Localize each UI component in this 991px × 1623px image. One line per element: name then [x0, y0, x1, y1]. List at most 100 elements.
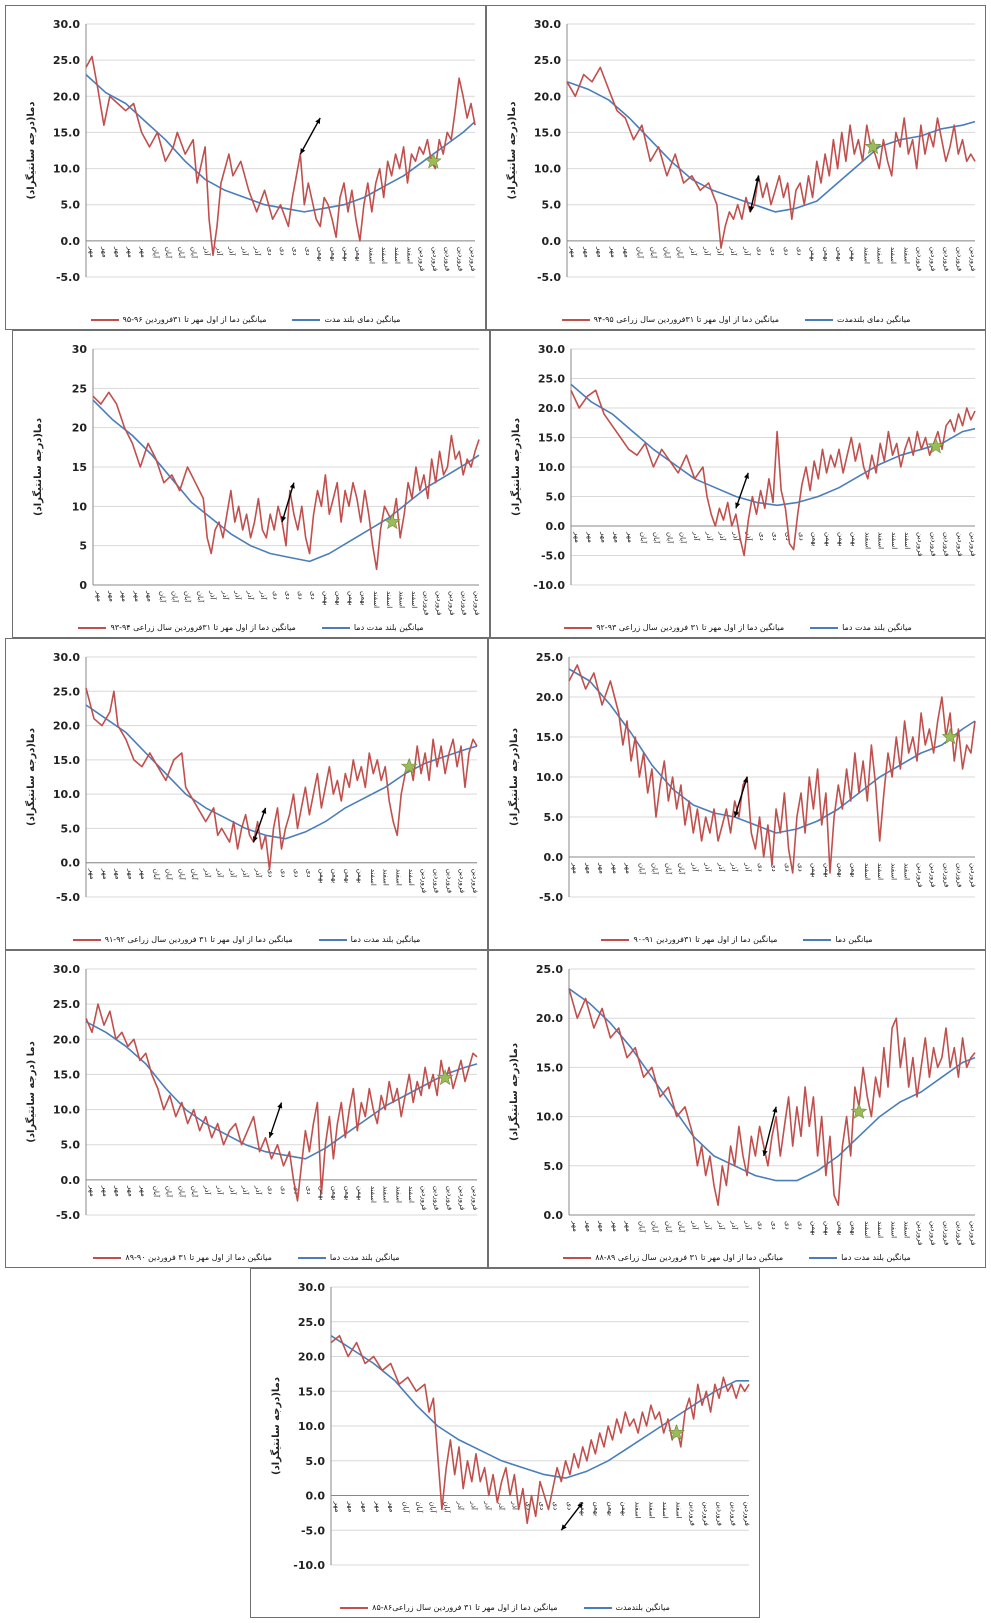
- x-tick-label: مهر: [145, 590, 153, 602]
- legend-swatch: [78, 627, 106, 629]
- x-tick-label: دی: [552, 1502, 560, 1511]
- x-tick-label: فروردین: [942, 1221, 950, 1245]
- x-tick-label: آبان: [152, 1186, 161, 1198]
- x-tick-label: آبان: [651, 863, 660, 875]
- chart-legend: میانگین دمای بلند مدت میانگین دما از اول …: [6, 315, 485, 324]
- x-tick-label: آذر: [456, 1501, 465, 1511]
- x-tick-label: بهمن: [334, 591, 342, 606]
- x-tick-label: فروردین: [942, 247, 950, 271]
- y-tick-label: 20.0: [536, 1012, 563, 1025]
- y-tick-label: 15.0: [536, 1061, 563, 1074]
- legend-swatch: [601, 939, 629, 941]
- y-tick-label: 0.0: [544, 851, 564, 864]
- y-tick-label: 15: [72, 461, 87, 474]
- x-tick-label: آبان: [158, 591, 167, 603]
- x-tick-label: مهر: [95, 590, 103, 602]
- legend-swatch: [91, 319, 119, 321]
- x-tick-label: مهر: [584, 1220, 592, 1232]
- legend-swatch: [298, 1257, 326, 1259]
- x-tick-label: آبان: [190, 247, 199, 259]
- x-tick-label: فروردین: [716, 1502, 724, 1526]
- x-tick-label: بهمن: [331, 869, 339, 884]
- x-tick-label: آبان: [636, 247, 645, 259]
- x-tick-label: مهر: [611, 1220, 619, 1232]
- series-line: [567, 67, 975, 248]
- x-tick-label: فروردین: [942, 863, 950, 887]
- x-tick-label: بهمن: [593, 1502, 601, 1517]
- x-tick-label: آبان: [164, 247, 173, 259]
- x-tick-label: دی: [565, 1502, 573, 1511]
- x-tick-label: بهمن: [355, 247, 363, 262]
- x-tick-label: فروردین: [433, 869, 441, 893]
- x-tick-label: اسفند: [407, 1186, 415, 1203]
- x-tick-label: فروردین: [456, 247, 464, 271]
- legend-swatch: [322, 627, 350, 629]
- x-tick-label: بهمن: [823, 1221, 831, 1236]
- x-tick-label: دی: [770, 1221, 778, 1230]
- legend-label: میانگین دما از اول مهر تا ۳۱ فروردین ۹۰-…: [125, 1253, 271, 1262]
- chart-panel-7: 30.0 25.0 20.0 15.0 10.0 5.0 0.0 -5.0 مهر مهر مهر م…: [5, 950, 488, 1268]
- y-tick-label: -10.0: [293, 1559, 325, 1572]
- x-tick-label: آذر: [705, 531, 714, 541]
- chart-legend: میانگین دمای بلندمدت میانگین دما از اول م…: [487, 315, 985, 324]
- x-tick-label: آبان: [677, 1221, 686, 1233]
- x-tick-label: بهمن: [811, 532, 819, 547]
- x-tick-label: مهر: [596, 246, 604, 258]
- legend-item: میانگین دما از اول مهر تا ۳۱فروردین ۹۶-۹…: [91, 315, 267, 324]
- x-tick-label: فروردین: [969, 532, 977, 556]
- x-tick-label: آذر: [228, 868, 237, 878]
- x-tick-label: آذر: [692, 531, 701, 541]
- x-tick-label: آبان: [196, 591, 205, 603]
- x-tick-label: آبان: [679, 532, 688, 544]
- x-tick-label: دی: [771, 532, 779, 541]
- y-tick-label: 15.0: [534, 126, 561, 139]
- x-tick-label: فروردین: [929, 247, 937, 271]
- x-tick-label: مهر: [101, 868, 109, 880]
- series-line: [86, 688, 477, 870]
- legend-item: میانگین دمای بلند مدت: [292, 315, 400, 324]
- y-tick-label: 30.0: [53, 651, 80, 664]
- x-tick-label: بهمن: [850, 532, 858, 547]
- x-tick-label: اسفند: [889, 1221, 897, 1238]
- chart-panel-3: 30 25 20 15 10 5 0 مهر مهر مهر مهر مهر آبان آبان آبان آ…: [12, 330, 490, 638]
- x-tick-label: آذر: [215, 246, 224, 256]
- y-tick-label: 20.0: [538, 402, 565, 415]
- x-tick-label: مهر: [613, 531, 621, 543]
- x-tick-label: مهر: [609, 246, 617, 258]
- x-tick-label: اسفند: [877, 532, 885, 549]
- series-line: [569, 665, 975, 873]
- x-tick-label: آذر: [730, 862, 739, 872]
- chart-panel-8: 25.0 20.0 15.0 10.0 5.0 0.0 مهر مهر مهر مهر مهر آبا…: [488, 950, 986, 1268]
- x-tick-label: مهر: [626, 531, 634, 543]
- line-chart-svg: 30.0 25.0 20.0 15.0 10.0 5.0 0.0 -5.0 -10.0 مهر مه…: [491, 331, 985, 637]
- x-tick-label: مهر: [88, 868, 96, 880]
- legend-label: میانگین بلندمدت: [616, 1603, 670, 1612]
- line-chart-svg: 30.0 25.0 20.0 15.0 10.0 5.0 0.0 -5.0 مهر مهر مهر م…: [6, 6, 485, 329]
- y-tick-label: 25.0: [53, 54, 80, 67]
- y-tick-label: -5.0: [56, 891, 80, 904]
- y-tick-label: 0.0: [544, 1209, 564, 1222]
- legend-label: میانگین بلند مدت دما: [842, 623, 912, 632]
- y-tick-label: 0.0: [306, 1490, 326, 1503]
- x-tick-label: آذر: [228, 1185, 237, 1195]
- x-tick-label: فروردین: [471, 1186, 479, 1210]
- x-tick-label: اسفند: [634, 1502, 642, 1519]
- x-tick-label: دی: [284, 591, 292, 600]
- y-tick-label: 25.0: [53, 998, 80, 1011]
- x-tick-label: دی: [266, 247, 274, 256]
- x-tick-label: دی: [538, 1502, 546, 1511]
- x-tick-label: اسفند: [903, 1221, 911, 1238]
- y-tick-label: -5.0: [301, 1524, 325, 1537]
- series-line: [93, 392, 479, 569]
- x-tick-label: مهر: [573, 531, 581, 543]
- y-tick-label: 5.0: [61, 199, 81, 212]
- y-tick-label: 20.0: [534, 90, 561, 103]
- x-tick-label: دی: [267, 1186, 275, 1195]
- x-tick-label: مهر: [571, 862, 579, 874]
- x-tick-label: مهر: [101, 246, 109, 258]
- x-tick-label: مهر: [114, 1185, 122, 1197]
- x-tick-label: آذر: [202, 246, 211, 256]
- legend-item: میانگین دما از اول مهر تا ۳۱ فروردین سال…: [73, 935, 293, 944]
- x-tick-label: آذر: [254, 1185, 263, 1195]
- y-axis-title: دما(درجه سانتیگراد): [24, 728, 37, 826]
